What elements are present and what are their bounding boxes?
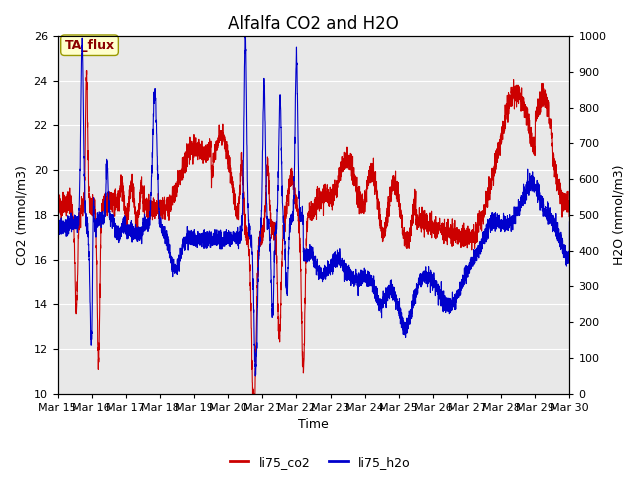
li75_co2: [566, 204, 573, 210]
li75_h2o: [400, 322, 408, 327]
li75_h2o: [54, 232, 61, 238]
X-axis label: Time: Time: [298, 419, 329, 432]
li75_co2: [565, 209, 573, 215]
Title: Alfalfa CO2 and H2O: Alfalfa CO2 and H2O: [228, 15, 399, 33]
li75_co2: [54, 211, 61, 217]
Line: li75_co2: li75_co2: [58, 71, 570, 394]
li75_h2o: [566, 219, 573, 225]
li75_co2: [249, 391, 257, 396]
li75_h2o: [294, 156, 302, 162]
li75_h2o: [457, 285, 465, 291]
Text: TA_flux: TA_flux: [65, 39, 115, 52]
li75_h2o: [241, 33, 249, 39]
Y-axis label: H2O (mmol/m3): H2O (mmol/m3): [612, 165, 625, 265]
li75_h2o: [428, 275, 436, 280]
li75_co2: [428, 226, 436, 231]
Y-axis label: CO2 (mmol/m3): CO2 (mmol/m3): [15, 165, 28, 265]
li75_co2: [83, 68, 90, 73]
li75_co2: [146, 204, 154, 210]
li75_co2: [294, 218, 302, 224]
li75_h2o: [146, 215, 154, 221]
li75_co2: [400, 236, 408, 241]
Line: li75_h2o: li75_h2o: [58, 36, 570, 376]
li75_co2: [457, 228, 465, 234]
li75_h2o: [252, 373, 259, 379]
li75_h2o: [565, 250, 573, 255]
Legend: li75_co2, li75_h2o: li75_co2, li75_h2o: [225, 451, 415, 474]
